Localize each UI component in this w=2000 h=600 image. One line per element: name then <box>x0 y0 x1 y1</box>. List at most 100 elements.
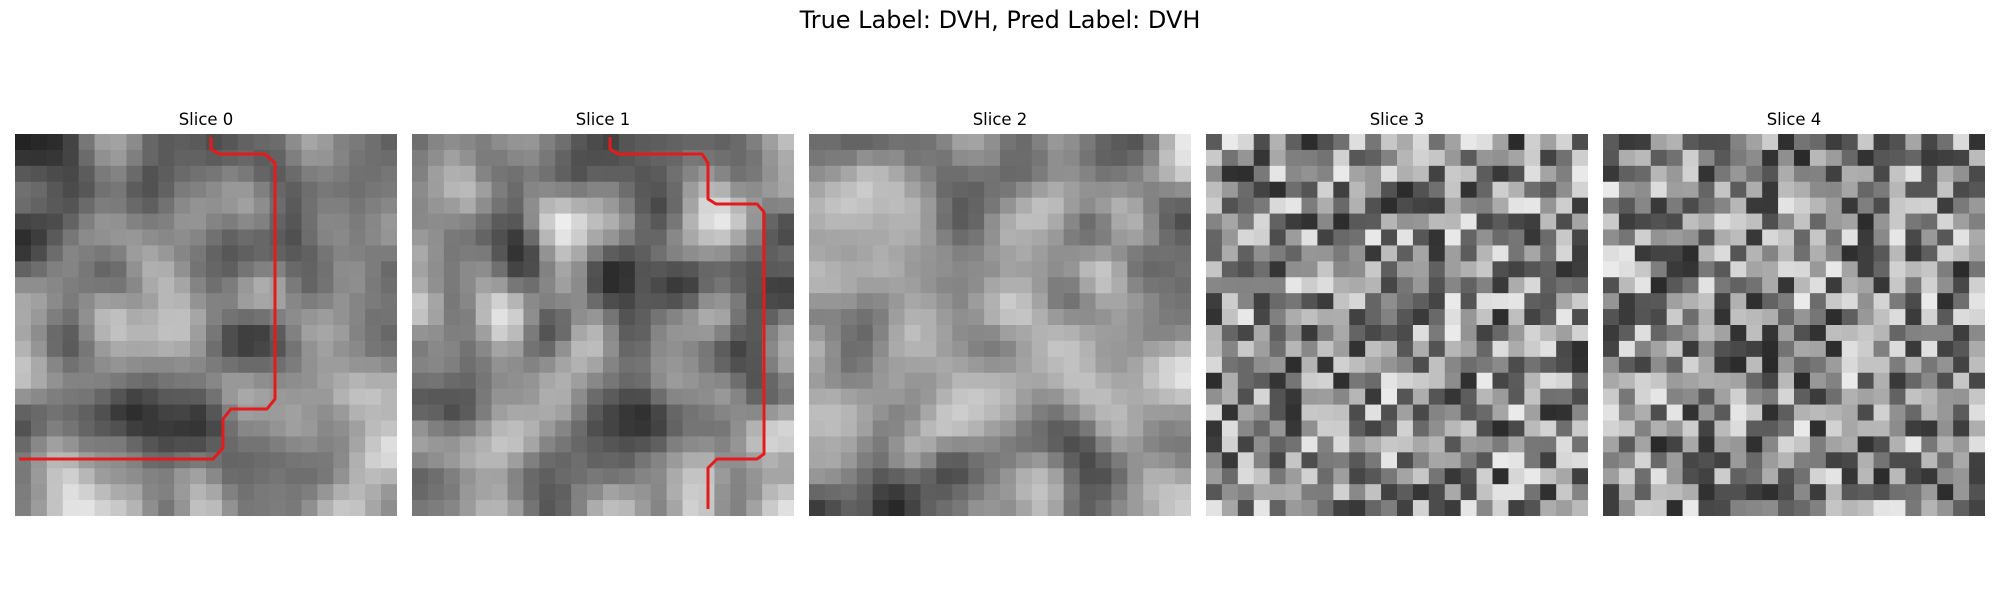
pixel-cell <box>110 165 128 183</box>
pixel-cell <box>1444 388 1462 406</box>
pixel-cell <box>1778 229 1795 247</box>
pixel-cell <box>94 468 112 485</box>
pixel-cell <box>381 484 397 501</box>
pixel-cell <box>824 420 842 438</box>
pixel-cell <box>1778 213 1795 231</box>
pixel-cell <box>587 420 604 438</box>
pixel-cell <box>666 309 684 326</box>
pixel-cell <box>1444 197 1462 215</box>
pixel-cell <box>349 213 366 231</box>
pixel-cell <box>1682 134 1700 151</box>
pixel-cell <box>1730 356 1747 374</box>
pixel-cell <box>1063 213 1081 231</box>
pixel-cell <box>491 436 509 453</box>
pixel-cell <box>285 420 303 438</box>
pixel-cell <box>1809 197 1827 215</box>
slice-image <box>15 134 397 516</box>
pixel-cell <box>809 229 826 247</box>
pixel-cell <box>1317 468 1334 485</box>
pixel-cell <box>1476 261 1494 278</box>
pixel-cell <box>730 245 747 262</box>
pixel-cell <box>762 261 779 278</box>
pixel-cell <box>1397 340 1414 358</box>
pixel-cell <box>555 436 572 453</box>
pixel-cell <box>349 197 366 215</box>
pixel-cell <box>920 388 937 406</box>
pixel-cell <box>555 356 572 374</box>
pixel-cell <box>1079 245 1097 262</box>
pixel-cell <box>1921 165 1938 183</box>
pixel-cell <box>1492 436 1510 453</box>
pixel-cell <box>1794 452 1811 469</box>
pixel-cell <box>269 325 287 342</box>
pixel-cell <box>746 325 763 342</box>
pixel-cell <box>539 388 556 406</box>
pixel-cell <box>110 356 128 374</box>
pixel-cell <box>1556 213 1573 231</box>
pixel-cell <box>30 181 48 199</box>
pixel-cell <box>1508 356 1525 374</box>
pixel-cell <box>1031 309 1049 326</box>
pixel-cell <box>1682 197 1700 215</box>
pixel-cell <box>1809 325 1827 342</box>
pixel-cell <box>1111 500 1128 516</box>
pixel-cell <box>459 436 477 453</box>
pixel-cell <box>984 213 1001 231</box>
pixel-cell <box>491 388 509 406</box>
pixel-cell <box>1921 452 1938 469</box>
pixel-cell <box>1889 484 1907 501</box>
pixel-cell <box>1143 372 1160 390</box>
pixel-cell <box>412 165 429 183</box>
pixel-cell <box>1397 134 1414 151</box>
pixel-cell <box>840 484 858 501</box>
pixel-cell <box>253 468 271 485</box>
pixel-cell <box>1269 134 1287 151</box>
pixel-cell <box>1031 452 1049 469</box>
pixel-cell <box>1508 452 1525 469</box>
pixel-cell <box>1603 277 1620 294</box>
pixel-cell <box>253 197 271 215</box>
pixel-cell <box>1412 388 1430 406</box>
pixel-cell <box>1301 388 1319 406</box>
pixel-cell <box>1175 500 1191 516</box>
pixel-cell <box>1698 245 1716 262</box>
pixel-cell <box>1349 261 1366 278</box>
pixel-cell <box>1666 165 1684 183</box>
pixel-cell <box>920 261 937 278</box>
pixel-cell <box>904 245 922 262</box>
pixel-cell <box>840 165 858 183</box>
pixel-cell <box>952 277 969 294</box>
pixel-cell <box>285 261 303 278</box>
pixel-cell <box>1349 325 1366 342</box>
pixel-cell <box>1206 388 1223 406</box>
pixel-cell <box>1634 245 1652 262</box>
pixel-cell <box>746 420 763 438</box>
pixel-cell <box>1095 277 1113 294</box>
pixel-cell <box>1508 340 1525 358</box>
pixel-cell <box>174 261 191 278</box>
pixel-cell <box>1492 261 1510 278</box>
pixel-cell <box>269 309 287 326</box>
pixel-cell <box>1682 372 1700 390</box>
pixel-cell <box>301 197 319 215</box>
slice-image <box>412 134 794 516</box>
pixel-cell <box>62 213 80 231</box>
pixel-cell <box>221 325 239 342</box>
pixel-cell <box>1397 420 1414 438</box>
pixel-cell <box>110 340 128 358</box>
pixel-cell <box>1237 340 1255 358</box>
pixel-cell <box>1714 165 1731 183</box>
pixel-cell <box>1397 356 1414 374</box>
pixel-cell <box>555 134 572 151</box>
pixel-cell <box>539 468 556 485</box>
pixel-cell <box>301 309 319 326</box>
pixel-cell <box>1524 452 1541 469</box>
pixel-cell <box>1857 213 1875 231</box>
pixel-cell <box>1778 484 1795 501</box>
pixel-cell <box>1111 245 1128 262</box>
pixel-cell <box>1937 149 1954 167</box>
pixel-cell <box>1206 500 1223 516</box>
pixel-cell <box>1905 277 1922 294</box>
pixel-cell <box>1682 165 1700 183</box>
pixel-cell <box>1015 293 1033 310</box>
